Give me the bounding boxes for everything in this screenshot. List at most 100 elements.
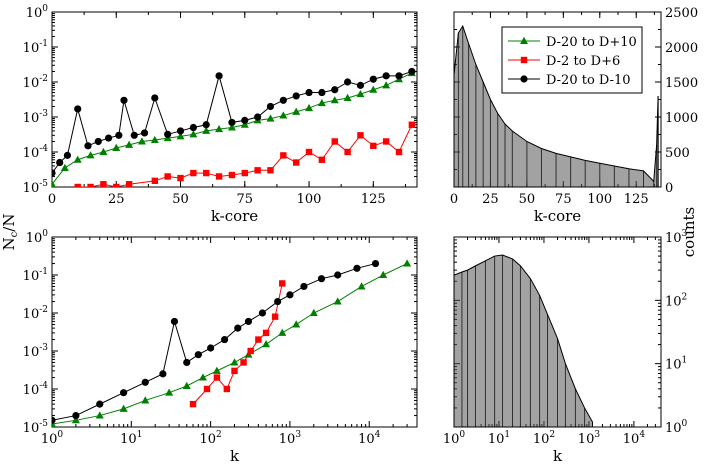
data-point xyxy=(317,98,326,107)
data-point xyxy=(274,297,282,306)
data-point xyxy=(241,116,249,124)
data-point xyxy=(371,259,380,268)
x-tick-label: 75 xyxy=(237,192,254,207)
data-point xyxy=(141,378,149,386)
data-point xyxy=(215,173,223,180)
data-point xyxy=(262,340,271,348)
x-tick-label: 100 xyxy=(41,430,64,447)
data-point xyxy=(231,367,238,375)
x-tick-label: 103 xyxy=(279,430,302,447)
data-point xyxy=(343,93,352,101)
data-point xyxy=(382,138,390,145)
x-tick-label: 103 xyxy=(578,430,601,447)
data-point xyxy=(165,388,174,396)
data-point xyxy=(318,88,326,97)
data-point xyxy=(141,396,150,404)
plot-frame xyxy=(51,11,418,188)
x-tick-label: 104 xyxy=(358,430,381,447)
data-point xyxy=(279,111,288,119)
data-point xyxy=(84,142,92,150)
legend-marker xyxy=(520,56,528,64)
data-point xyxy=(309,308,318,316)
data-point xyxy=(112,143,121,152)
data-point xyxy=(305,148,313,156)
data-point xyxy=(130,131,138,139)
data-point xyxy=(305,88,313,97)
y-tick-label: 1000 xyxy=(665,111,698,126)
y-tick-label: 101 xyxy=(665,356,687,373)
data-point xyxy=(99,147,108,155)
y-tick-label: 1500 xyxy=(665,76,698,91)
data-point xyxy=(227,123,236,131)
data-point xyxy=(220,335,229,344)
data-point xyxy=(292,92,300,100)
data-point xyxy=(403,259,412,267)
data-point xyxy=(223,385,231,393)
x-tick-label: 100 xyxy=(297,192,322,207)
y-tick-label: 102 xyxy=(665,292,687,309)
data-point xyxy=(215,124,224,133)
data-point xyxy=(52,416,56,424)
series-line xyxy=(52,263,408,425)
hist-envelope xyxy=(454,24,659,187)
data-point xyxy=(190,169,197,177)
data-point xyxy=(212,366,221,374)
data-point xyxy=(151,94,159,102)
data-point xyxy=(119,404,128,412)
shared-ylabel-mid: /N xyxy=(0,214,18,232)
data-point xyxy=(207,344,215,352)
data-point xyxy=(267,167,274,174)
y-tick-label: 10-2 xyxy=(23,74,48,91)
data-point xyxy=(177,174,184,182)
data-point xyxy=(244,317,253,326)
x-tick-label: 125 xyxy=(361,192,386,207)
data-point xyxy=(87,183,94,187)
data-point xyxy=(292,107,301,115)
y-tick-label: 103 xyxy=(665,229,688,246)
legend-entry: D-2 to D+6 xyxy=(546,54,620,69)
data-point xyxy=(120,389,128,397)
panel-kcore-histogram: 0 25 50 75 100 125 0 500 1000 1500 2000 2500 k-core xyxy=(450,6,698,225)
x-tick-label: 102 xyxy=(199,430,221,447)
data-point xyxy=(72,411,80,420)
data-point xyxy=(241,169,248,177)
x-tick-label: 104 xyxy=(623,430,646,447)
data-point xyxy=(182,381,191,389)
series-line xyxy=(52,263,376,421)
x-axis-label: k-core xyxy=(534,207,581,225)
data-point xyxy=(395,72,403,80)
shared-ylabel-sub: c xyxy=(9,231,20,237)
data-point xyxy=(330,96,339,104)
data-point xyxy=(292,320,301,328)
y-tick-label: 100 xyxy=(665,419,688,436)
data-point xyxy=(215,72,223,80)
data-point xyxy=(379,270,388,278)
data-point xyxy=(234,324,242,332)
y-tick-label: 10-1 xyxy=(23,39,48,56)
data-point xyxy=(194,351,202,359)
data-point xyxy=(150,135,159,144)
x-tick-label: 0 xyxy=(48,192,56,207)
data-point xyxy=(395,148,403,156)
data-point xyxy=(74,105,82,113)
data-point xyxy=(60,163,69,171)
data-point xyxy=(189,123,197,132)
data-point xyxy=(202,121,210,129)
data-point xyxy=(183,358,191,367)
data-point xyxy=(228,118,236,127)
x-axis-label: k xyxy=(230,447,240,465)
data-point xyxy=(115,131,123,139)
data-point xyxy=(382,72,390,80)
x-tick-label: 75 xyxy=(555,192,572,207)
data-point xyxy=(353,264,361,272)
data-point xyxy=(189,130,198,138)
data-point xyxy=(369,75,377,83)
data-point xyxy=(357,132,364,139)
data-point xyxy=(100,181,107,187)
data-point xyxy=(164,130,172,138)
data-point xyxy=(258,309,267,317)
data-point xyxy=(318,156,326,163)
data-point xyxy=(170,317,179,326)
y-tick-label: 2500 xyxy=(665,6,698,21)
data-point xyxy=(176,127,185,135)
